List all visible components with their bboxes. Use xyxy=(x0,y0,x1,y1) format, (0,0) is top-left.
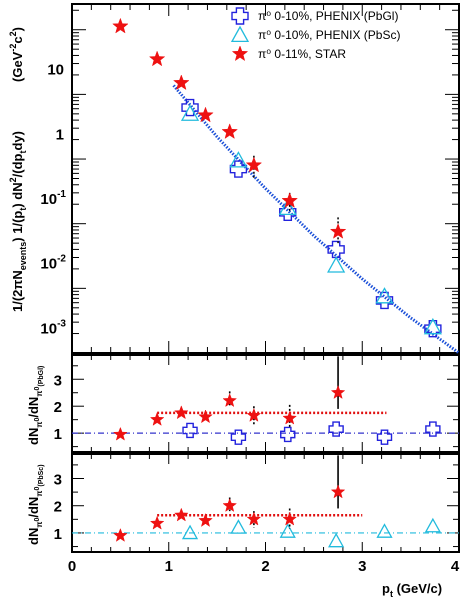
fit-curve xyxy=(172,84,460,355)
y-tick-label: 3 xyxy=(54,372,62,389)
marker-star xyxy=(174,507,189,522)
x-tick-label: 4 xyxy=(451,558,460,575)
ratio-pbgl-panel: 1 2 3 dNπ0/dNπ0(PbGl) xyxy=(26,354,460,453)
marker-triangle xyxy=(230,519,247,534)
marker-star xyxy=(198,409,213,424)
marker-triangle xyxy=(328,532,345,548)
y-unit-label: (GeV-2c2) xyxy=(8,27,25,82)
marker-triangle xyxy=(229,151,248,168)
marker-triangle xyxy=(376,523,393,538)
y-tick-label: 10-3 xyxy=(40,318,66,337)
spectrum-markers xyxy=(112,17,442,338)
marker-triangle xyxy=(279,523,296,538)
y-tick-label: 10 xyxy=(47,62,64,79)
marker-cross xyxy=(425,421,441,437)
marker-triangle xyxy=(424,517,441,533)
marker-star xyxy=(148,50,166,67)
marker-cross xyxy=(327,240,345,259)
marker-cross xyxy=(328,421,344,437)
y-tick-label: 1 xyxy=(56,126,64,143)
legend-label: π⁰ 0-10%, PHENIX (PbSc) xyxy=(258,28,400,42)
x-tick-labels: 0 1 2 3 4 xyxy=(68,558,460,575)
marker-star xyxy=(113,527,128,542)
fit-line xyxy=(172,84,460,355)
marker-triangle xyxy=(375,287,394,304)
ratio-pbsc-content: 1 2 3 xyxy=(54,454,460,552)
legend-marker-triangle xyxy=(230,25,250,43)
y-tick-label: 10-2 xyxy=(40,254,66,273)
marker-star xyxy=(221,123,238,139)
y-tick-label: 2 xyxy=(54,499,62,516)
spectrum-ticks xyxy=(71,4,460,354)
spectrum-y-tick-labels: 10 1 10-1 10-2 10-3 xyxy=(40,62,66,338)
marker-triangle xyxy=(327,256,346,273)
legend-label: π⁰ 0-10%, PHENIX (PbGl) xyxy=(258,9,398,23)
ratio-pbgl-frame xyxy=(71,354,460,453)
marker-star xyxy=(197,106,214,123)
marker-star xyxy=(173,74,190,91)
marker-cross xyxy=(375,291,394,310)
marker-star xyxy=(222,393,238,408)
ratio-pbsc-panel: 1 2 3 dNπ0/dNπ0(PbSc) xyxy=(26,453,460,553)
x-axis-label: pt (GeV/c) xyxy=(382,581,442,599)
marker-star xyxy=(282,410,297,425)
ratio-pbsc-frame xyxy=(71,453,460,553)
y-tick-label: 3 xyxy=(54,472,62,489)
x-tick-label: 1 xyxy=(165,558,173,575)
marker-cross xyxy=(182,422,198,439)
marker-triangle xyxy=(181,524,199,540)
marker-star xyxy=(222,497,238,512)
marker-star xyxy=(330,384,346,399)
marker-star xyxy=(113,426,128,441)
legend-marker-cross xyxy=(231,7,249,25)
marker-star xyxy=(112,17,129,34)
x-tick-label: 2 xyxy=(261,558,269,575)
y-tick-label: 1 xyxy=(54,426,62,443)
y-tick-label: 1 xyxy=(54,526,62,543)
marker-cross xyxy=(181,98,199,117)
ratio-pbgl-y-axis-label: dNπ0/dNπ0(PbGl) xyxy=(26,366,45,445)
marker-star xyxy=(246,511,262,526)
ratio-pbgl-content: 1 2 3 xyxy=(54,355,460,452)
marker-cross xyxy=(376,429,393,445)
marker-star xyxy=(174,405,189,420)
marker-star xyxy=(149,515,165,530)
marker-cross xyxy=(280,426,296,443)
marker-star xyxy=(281,192,298,208)
marker-triangle xyxy=(180,104,200,121)
marker-star xyxy=(329,223,347,239)
ratio-pbsc-y-axis-label: dNπ0/dNπ0(PbSc) xyxy=(26,464,45,545)
legend-marker-star xyxy=(231,45,249,62)
marker-star xyxy=(149,411,165,426)
x-tick-label: 3 xyxy=(358,558,366,575)
marker-star xyxy=(330,484,346,499)
marker-star xyxy=(246,407,262,422)
x-tick-label: 0 xyxy=(68,558,76,575)
marker-triangle xyxy=(278,198,297,216)
y-tick-label: 2 xyxy=(54,399,62,416)
marker-star xyxy=(198,512,213,527)
marker-cross xyxy=(229,160,248,178)
marker-cross xyxy=(230,429,247,445)
spectrum-panel: 10 1 10-1 10-2 10-3 (GeV-2c2) 1/(2πNevents) … xyxy=(8,3,460,355)
legend: π⁰ 0-10%, PHENIX (PbGl) π⁰ 0-10%, PHENIX … xyxy=(230,7,400,62)
legend-label: π⁰ 0-11%, STAR xyxy=(258,47,346,61)
spectrum-y-axis-label: 1/(2πNevents) 1/(pt) dN2/(dptdy) xyxy=(8,131,28,312)
marker-triangle xyxy=(423,317,442,335)
y-tick-label: 10-1 xyxy=(40,189,66,208)
marker-star xyxy=(282,511,297,526)
marker-star xyxy=(245,156,263,173)
marker-cross xyxy=(279,203,297,222)
